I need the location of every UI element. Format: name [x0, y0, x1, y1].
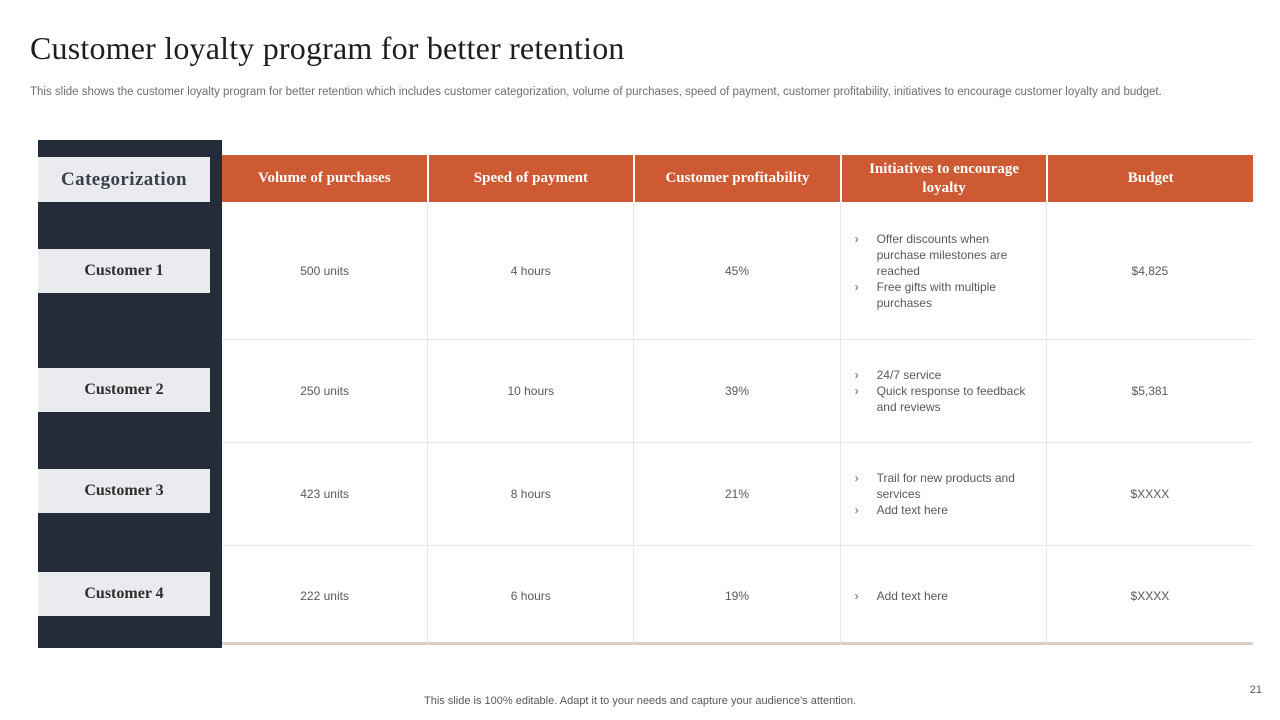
- column-header-initiatives: Initiatives to encourage loyalty: [841, 155, 1047, 202]
- table-header-row: Volume of purchases Speed of payment Cus…: [222, 155, 1253, 202]
- initiative-item: › 24/7 service: [855, 367, 942, 383]
- cell-profitability-customer-1: 45%: [634, 202, 841, 340]
- column-header-volume: Volume of purchases: [222, 155, 427, 202]
- cell-budget-customer-4: $XXXX: [1130, 588, 1170, 603]
- chevron-bullet-icon: ›: [854, 471, 859, 485]
- chevron-bullet-icon: ›: [854, 279, 859, 294]
- page-number: 21: [1249, 684, 1262, 696]
- cell-speed-customer-3: 8 hours: [428, 443, 635, 546]
- cell-budget-customer-2: $5,381: [1046, 340, 1253, 443]
- chevron-bullet-icon: ›: [854, 368, 859, 382]
- row-label-customer-3: Customer 3: [38, 469, 210, 513]
- categorization-column: Categorization Customer 1 Customer 2 Cus…: [38, 140, 222, 648]
- initiative-text: Quick response to feedback and reviews: [876, 384, 1026, 414]
- chevron-bullet-icon: ›: [854, 503, 859, 517]
- cell-profitability-customer-3: 21%: [634, 443, 841, 546]
- initiative-item: › Offer discounts when purchase mileston…: [855, 231, 1036, 279]
- table-body: 500 units 4 hours 45% › Offer discounts …: [222, 202, 1253, 645]
- cell-initiatives-customer-3: › Trail for new products and services › …: [840, 443, 1047, 546]
- initiative-text: Add text here: [876, 588, 948, 603]
- initiative-text: Offer discounts when purchase milestones…: [876, 231, 1008, 278]
- footer-note: This slide is 100% editable. Adapt it to…: [424, 695, 856, 707]
- row-label-customer-2: Customer 2: [38, 368, 210, 412]
- initiative-item: › Free gifts with multiple purchases: [855, 279, 1036, 311]
- initiative-item: › Add text here: [855, 588, 948, 604]
- cell-speed-customer-2: 10 hours: [428, 340, 635, 443]
- cell-profitability-customer-2: 39%: [634, 340, 841, 443]
- cell-initiatives-customer-1: › Offer discounts when purchase mileston…: [840, 202, 1047, 340]
- initiative-item: › Trail for new products and services: [855, 470, 1036, 502]
- cell-budget-customer-3: $XXXX: [1046, 443, 1253, 546]
- categorization-header: Categorization: [38, 157, 210, 202]
- initiative-text: Add text here: [876, 503, 948, 517]
- cell-volume-customer-4: 222 units: [222, 546, 429, 645]
- cell-initiatives-customer-4: › Add text here: [841, 546, 1047, 645]
- initiative-text: Trail for new products and services: [876, 471, 1015, 501]
- cell-budget-customer-1: $4,825: [1046, 202, 1253, 340]
- column-header-speed: Speed of payment: [428, 155, 634, 202]
- cell-initiatives-customer-2: › 24/7 service › Quick response to feedb…: [840, 340, 1047, 443]
- chevron-bullet-icon: ›: [854, 588, 859, 603]
- cell-speed-customer-4: 6 hours: [428, 546, 635, 645]
- initiative-item: › Quick response to feedback and reviews: [855, 383, 1036, 415]
- column-header-budget: Budget: [1048, 155, 1253, 202]
- row-label-customer-1: Customer 1: [38, 249, 210, 293]
- column-header-profitability: Customer profitability: [635, 155, 840, 202]
- chevron-bullet-icon: ›: [854, 384, 859, 398]
- row-label-customer-4: Customer 4: [38, 572, 210, 616]
- initiative-text: 24/7 service: [876, 368, 942, 382]
- chevron-bullet-icon: ›: [854, 231, 859, 246]
- cell-volume-customer-1: 500 units: [222, 202, 429, 340]
- cell-profitability-customer-4: 19%: [634, 546, 841, 645]
- cell-volume-customer-3: 423 units: [222, 443, 429, 546]
- page-title: Customer loyalty program for better rete…: [30, 30, 625, 66]
- cell-speed-customer-1: 4 hours: [428, 202, 635, 340]
- initiative-text: Free gifts with multiple purchases: [876, 279, 996, 310]
- initiative-item: › Add text here: [855, 502, 948, 518]
- slide-description: This slide shows the customer loyalty pr…: [30, 86, 1162, 98]
- cell-volume-customer-2: 250 units: [222, 340, 429, 443]
